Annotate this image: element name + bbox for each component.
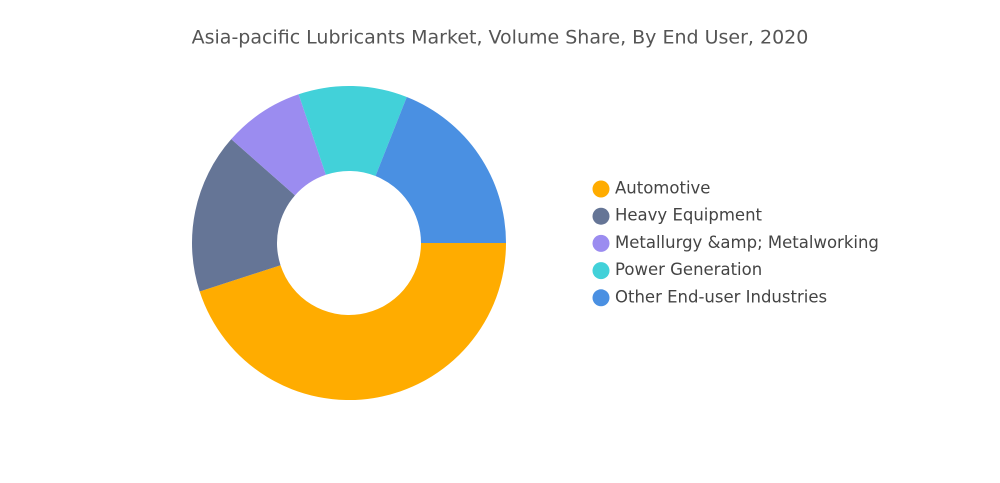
legend-label: Metallurgy &amp; Metalworking bbox=[615, 233, 879, 252]
legend-marker bbox=[592, 180, 610, 198]
donut-slice bbox=[231, 94, 326, 196]
donut-slice bbox=[298, 86, 407, 177]
legend-label: Heavy Equipment bbox=[615, 206, 763, 225]
legend-label: Other End-user Industries bbox=[615, 287, 827, 306]
donut-slice bbox=[199, 243, 506, 400]
legend-label: Power Generation bbox=[615, 260, 762, 279]
legend-marker bbox=[592, 289, 610, 307]
legend-marker bbox=[592, 207, 610, 225]
legend-marker bbox=[592, 234, 610, 252]
chart-title: Asia-pacific Lubricants Market, Volume S… bbox=[192, 27, 809, 49]
donut-slice bbox=[375, 97, 506, 244]
legend-marker bbox=[592, 262, 610, 280]
legend-label: Automotive bbox=[615, 179, 710, 198]
donut-slice bbox=[192, 139, 295, 292]
